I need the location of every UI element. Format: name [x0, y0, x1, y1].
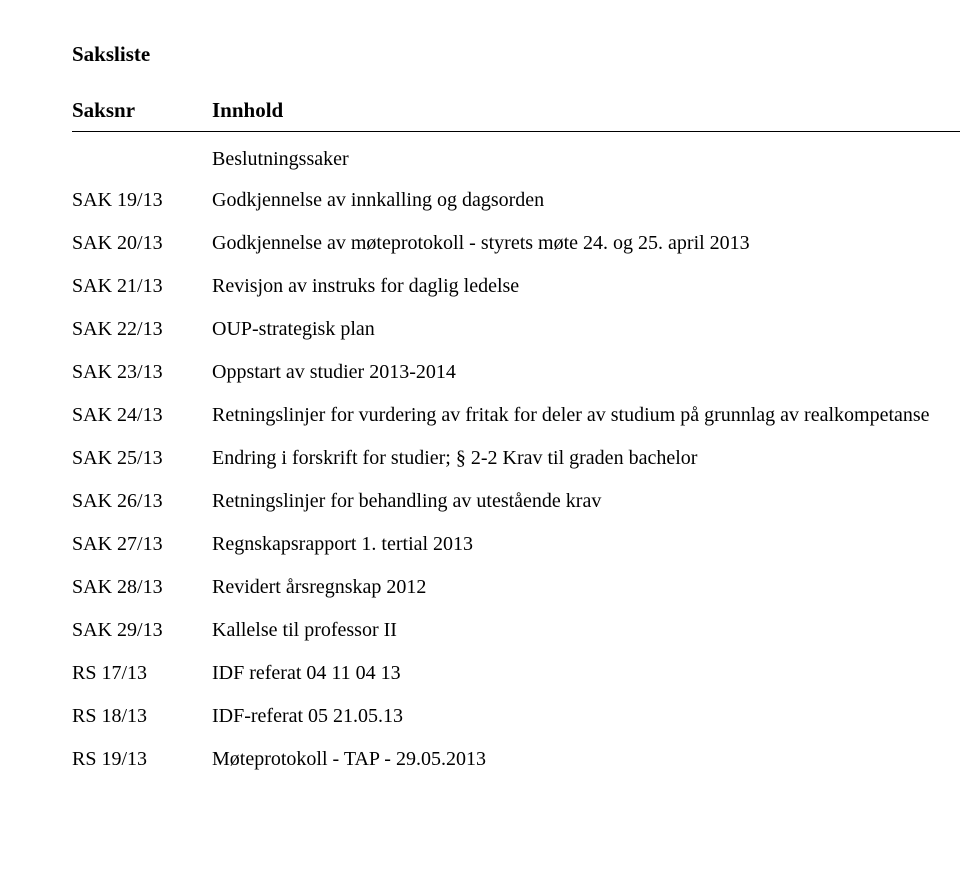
table-row: SAK 25/13 Endring i forskrift for studie…: [72, 445, 960, 472]
cell-innhold: OUP-strategisk plan: [212, 316, 960, 343]
table-row: SAK 20/13 Godkjennelse av møteprotokoll …: [72, 230, 960, 257]
cell-innhold: Revisjon av instruks for daglig ledelse: [212, 273, 960, 300]
cell-innhold: Oppstart av studier 2013-2014: [212, 359, 960, 386]
cell-innhold: Retningslinjer for vurdering av fritak f…: [212, 402, 960, 429]
cell-saksnr: SAK 23/13: [72, 359, 212, 386]
cell-innhold: Godkjennelse av innkalling og dagsorden: [212, 187, 960, 214]
table-row: RS 17/13 IDF referat 04 11 04 13: [72, 660, 960, 687]
header-saksnr: Saksnr: [72, 96, 212, 124]
cell-saksnr: SAK 21/13: [72, 273, 212, 300]
cell-saksnr: SAK 20/13: [72, 230, 212, 257]
table-row: RS 19/13 Møteprotokoll - TAP - 29.05.201…: [72, 746, 960, 773]
cell-saksnr: SAK 24/13: [72, 402, 212, 429]
cell-innhold: Endring i forskrift for studier; § 2-2 K…: [212, 445, 960, 472]
section-label: Beslutningssaker: [212, 146, 960, 173]
cell-saksnr: SAK 27/13: [72, 531, 212, 558]
cell-innhold: IDF-referat 05 21.05.13: [212, 703, 960, 730]
cell-innhold: IDF referat 04 11 04 13: [212, 660, 960, 687]
cell-saksnr: RS 17/13: [72, 660, 212, 687]
table-row: SAK 29/13 Kallelse til professor II X: [72, 617, 960, 644]
cell-saksnr: RS 18/13: [72, 703, 212, 730]
table-row: SAK 26/13 Retningslinjer for behandling …: [72, 488, 960, 515]
table-row: SAK 28/13 Revidert årsregnskap 2012: [72, 574, 960, 601]
cell-innhold: Regnskapsrapport 1. tertial 2013: [212, 531, 960, 558]
cell-innhold: Godkjennelse av møteprotokoll - styrets …: [212, 230, 960, 257]
page-title: Saksliste: [72, 40, 960, 68]
table-row: SAK 22/13 OUP-strategisk plan: [72, 316, 960, 343]
cell-saksnr: SAK 19/13: [72, 187, 212, 214]
table-row: SAK 24/13 Retningslinjer for vurdering a…: [72, 402, 960, 429]
cell-saksnr: RS 19/13: [72, 746, 212, 773]
cell-saksnr: SAK 25/13: [72, 445, 212, 472]
header-innhold: Innhold: [212, 96, 960, 124]
cell-saksnr: SAK 22/13: [72, 316, 212, 343]
cell-saksnr: SAK 29/13: [72, 617, 212, 644]
cell-innhold: Revidert årsregnskap 2012: [212, 574, 960, 601]
table-row: SAK 23/13 Oppstart av studier 2013-2014: [72, 359, 960, 386]
cell-innhold: Møteprotokoll - TAP - 29.05.2013: [212, 746, 960, 773]
table-row: SAK 27/13 Regnskapsrapport 1. tertial 20…: [72, 531, 960, 558]
cell-saksnr: SAK 26/13: [72, 488, 212, 515]
table-row: SAK 19/13 Godkjennelse av innkalling og …: [72, 187, 960, 214]
table-row: SAK 21/13 Revisjon av instruks for dagli…: [72, 273, 960, 300]
cell-saksnr: SAK 28/13: [72, 574, 212, 601]
cell-innhold: Kallelse til professor II: [212, 617, 960, 644]
table-row: RS 18/13 IDF-referat 05 21.05.13: [72, 703, 960, 730]
table-header-row: Saksnr Innhold U.off: [72, 96, 960, 131]
cell-innhold: Retningslinjer for behandling av uteståe…: [212, 488, 960, 515]
